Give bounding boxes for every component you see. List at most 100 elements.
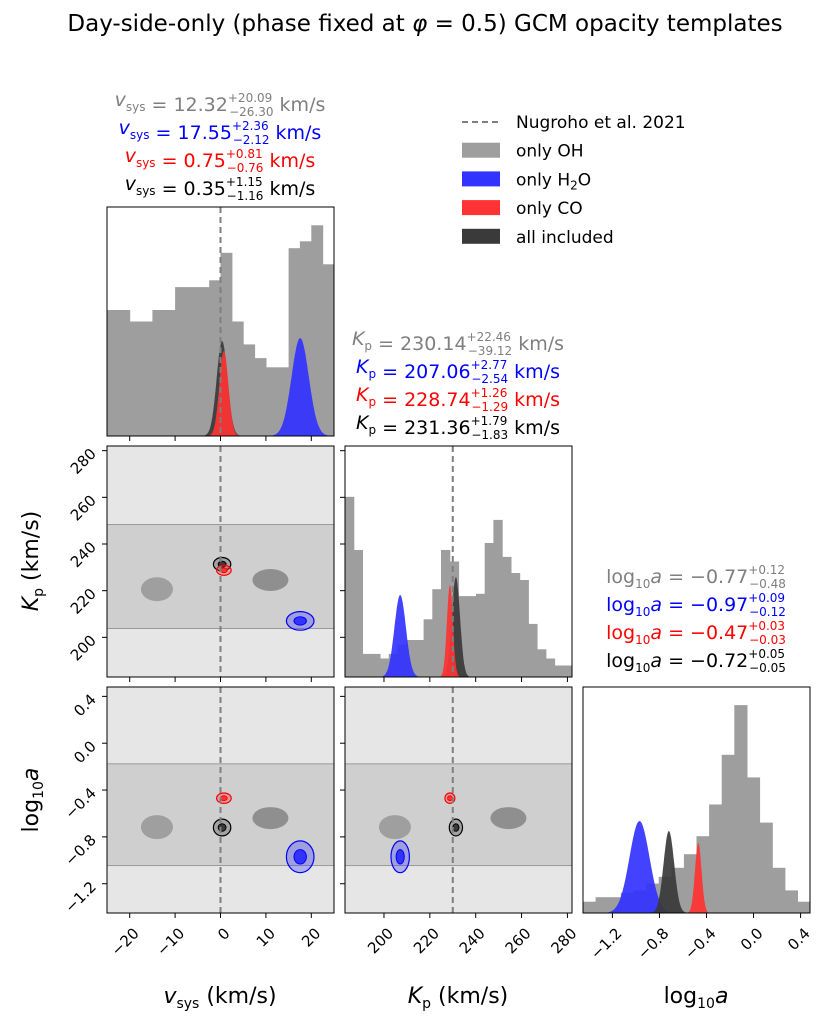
legend: Nugroho et al. 2021 only OH only H2O only C… [462,113,686,248]
figure-title: Day-side-only (phase fixed at φ = 0.5) G… [67,11,782,37]
oh-bin [721,754,735,913]
oh-bin [129,321,142,436]
oh-bin [510,573,521,677]
legend-label: all included [516,228,614,248]
y-tick-label: −0.4 [61,784,99,822]
oh-bin [797,901,810,913]
stat-vsys-only-CO: vsys = 0.75+0.81 −0.76 km/s [125,145,316,175]
oh-bin [476,593,486,677]
oh-bin [379,658,390,677]
x-tick-label: 0 [214,924,233,943]
stat-Kp-only-CO: Kp = 228.74+1.26 −1.29 km/s [356,384,560,414]
stat-loga-only-CO: log10a = −0.47+0.03 −0.03 [606,619,786,647]
oh-bin [734,705,748,913]
x-tick-label: 220 [410,924,443,957]
contour-core-all-included [452,823,460,832]
oh-bin [175,287,187,436]
oh-bin [595,897,609,913]
legend-label: only H2O [516,170,591,192]
contour-core-only-H2O [395,849,405,865]
oh-bin [709,804,723,913]
oh-bin [118,310,131,436]
oh-contour-inner [378,815,411,840]
hist-Kp-oh [345,496,572,677]
x-tick-label: 0.0 [737,924,767,954]
hist-loga-all-included [651,831,686,913]
panel-Kp-loga [345,687,572,913]
y-tick-label: 200 [67,631,100,664]
oh-bin [186,287,199,436]
oh-bin [288,248,301,436]
oh-bin [362,653,372,677]
oh-bin [299,241,312,436]
oh-bin [345,496,355,677]
y-tick-label: −1.2 [61,878,99,916]
oh-bin [563,665,572,677]
oh-bin [265,367,278,436]
oh-contour-mid [345,763,572,867]
oh-bin [322,264,334,436]
x-tick-label: −0.8 [634,924,672,962]
oh-bin [554,665,564,677]
oh-bin [528,623,538,677]
corner-panels: −20 −10 0 10 20 200 220 240 260 280 −1.2 −0.8 −0.4 0.… [19,206,814,1012]
oh-bin [519,580,529,677]
x-tick-label: 240 [456,924,489,957]
oh-bin [784,890,798,913]
oh-bin [209,280,222,436]
oh-bin [441,550,451,677]
oh-bin [197,287,210,436]
oh-bin [243,344,256,436]
oh-bin [537,649,547,677]
oh-contour-inner [140,577,173,602]
hist-Kp-only-H2O [381,595,419,677]
stat-loga-only-OH: log10a = −0.77+0.12 −0.48 [606,563,786,591]
oh-bin [502,556,512,677]
oh-bin [163,310,176,436]
hist-vsys-oh [107,225,334,436]
panel-Kp-Kp-frame [344,445,573,678]
legend-swatch [462,171,500,187]
hist-loga-only-CO [687,843,709,913]
oh-bin [484,543,494,677]
y-tick-label: 0.4 [70,690,100,720]
stat-Kp-only-OH: Kp = 230.14+22.46 −39.12 km/s [352,328,564,358]
x-axis-label-loga: log10a [664,984,729,1012]
x-tick-label: 280 [548,924,581,957]
oh-bin [107,310,119,436]
oh-bin [353,550,363,677]
oh-bin [746,777,761,913]
oh-bin [231,321,244,436]
oh-bin [493,519,503,677]
legend-item-only-CO: only CO [462,199,583,219]
oh-bin [467,596,477,677]
oh-bin [423,619,433,677]
contour-core-only-H2O [293,849,307,865]
contour-core-only-CO [447,795,453,802]
panel-loga-loga-frame [582,686,811,914]
oh-bin [545,658,556,677]
y-tick-label: −0.8 [61,831,99,869]
x-tick-label: −0.4 [681,924,719,962]
stat-Kp-all-included: Kp = 231.36+1.79 −1.83 km/s [356,412,560,442]
hist-vsys-only-H2O [272,338,328,436]
oh-bin [583,901,597,913]
legend-label: only OH [516,142,584,162]
oh-bin [371,653,381,677]
x-tick-label: −20 [108,924,143,959]
legend-swatch [462,142,500,158]
contour-core-only-H2O [293,616,307,626]
stat-vsys-all-included: vsys = 0.35+1.15 −1.16 km/s [125,173,316,203]
oh-contour-inner [252,568,289,591]
x-axis-label-vsys: vsys (km/s) [163,984,276,1012]
legend-label: only CO [516,199,583,219]
x-tick-label: 20 [298,924,324,950]
oh-contour-inner [252,807,289,830]
oh-bin [759,822,773,913]
oh-bin [277,367,290,436]
y-tick-label: 220 [67,585,100,618]
hist-vsys-only-CO [209,351,239,436]
contour-core-only-CO [220,795,228,802]
y-tick-label: 260 [67,491,100,524]
